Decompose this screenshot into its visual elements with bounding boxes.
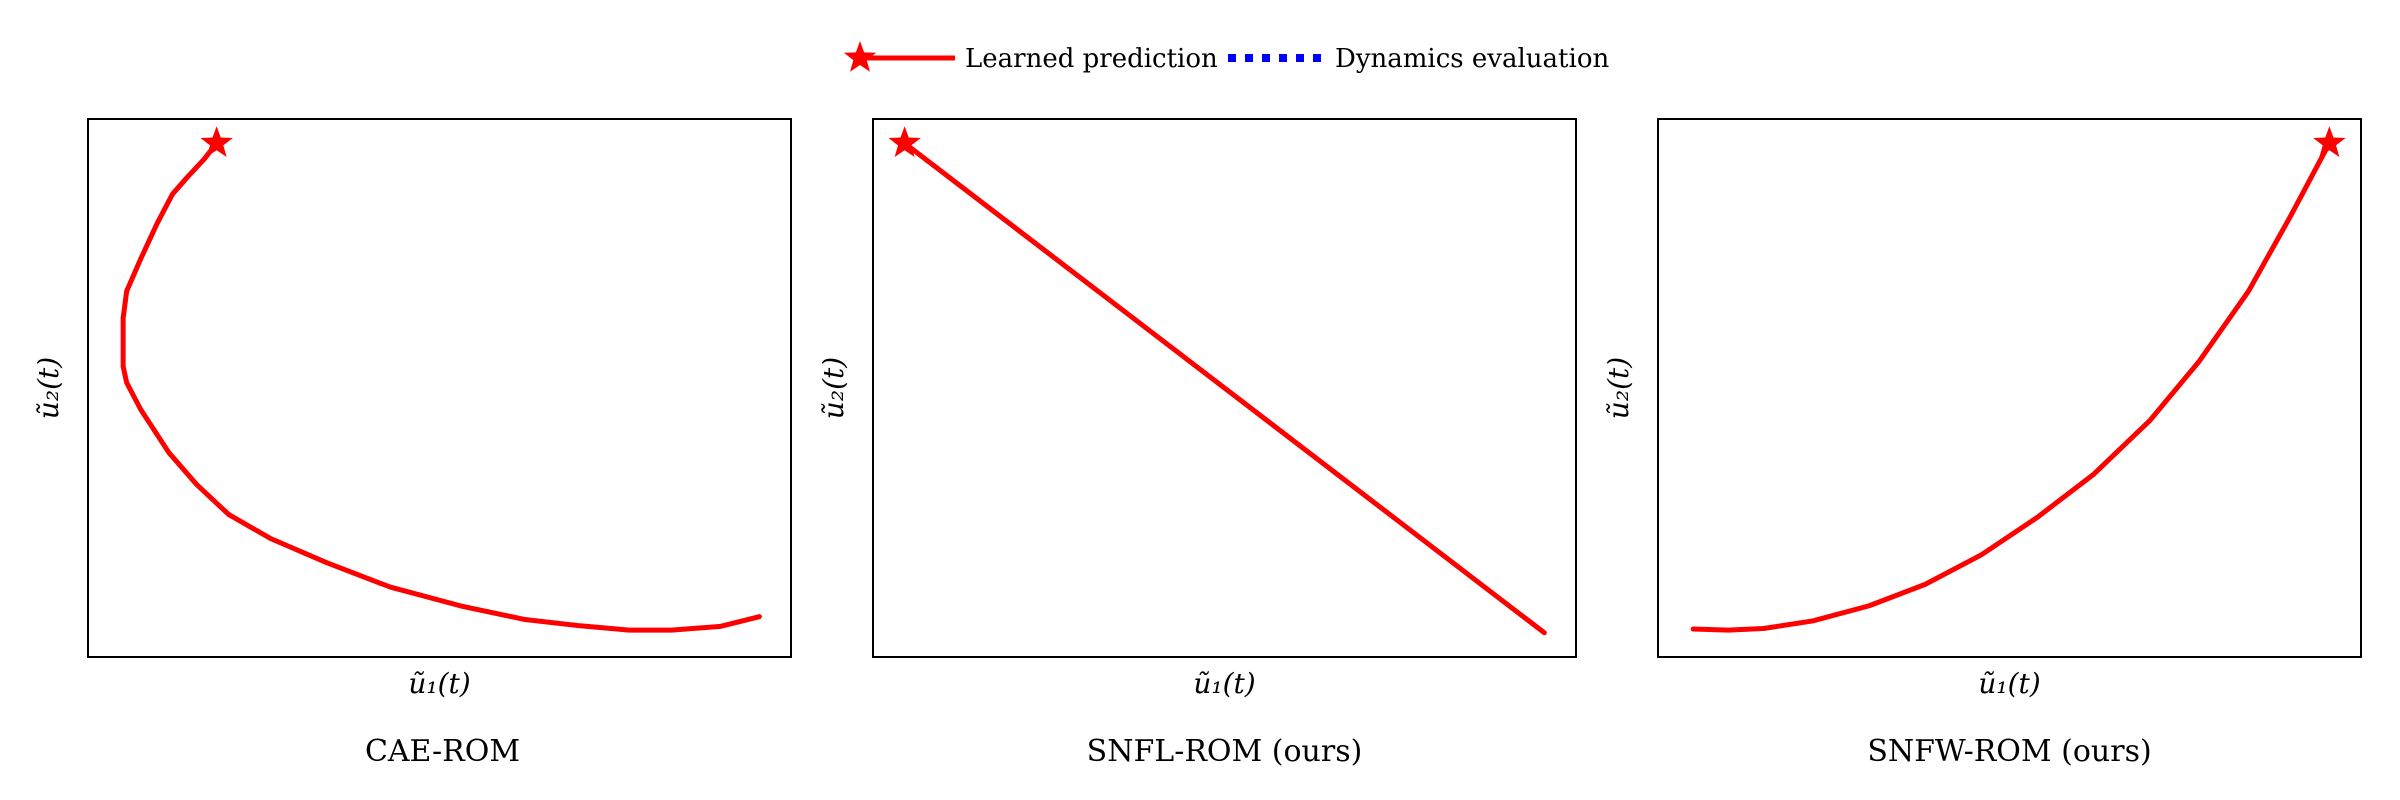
- y-axis-label-snfw-rom: ũ₂(t): [1602, 357, 1635, 419]
- series-line-snfl-rom-0: [902, 140, 1547, 636]
- start-star-marker-snfw-rom: [2313, 126, 2346, 157]
- panel-snfl-rom: ũ₁(t) ũ₂(t): [817, 118, 1577, 700]
- legend-label-dynamics: Dynamics evaluation: [1335, 44, 1609, 74]
- caption-snfl-rom: SNFL-ROM (ours): [1086, 734, 1363, 769]
- panel-cae-rom: ũ₁(t) ũ₂(t): [32, 118, 792, 700]
- start-star-marker-snfl-rom: [888, 126, 921, 157]
- caption-snfw-rom: SNFW-ROM (ours): [1867, 734, 2152, 769]
- plot-frame-snfl-rom: [872, 118, 1577, 658]
- x-axis-label-snfw-rom: ũ₁(t): [1978, 667, 2040, 700]
- plot-frame-snfw-rom: [1657, 118, 2362, 658]
- panel-snfw-rom: ũ₁(t) ũ₂(t): [1602, 118, 2362, 700]
- y-axis-label-snfl-rom: ũ₂(t): [817, 357, 850, 419]
- legend-star-marker: [843, 41, 877, 72]
- x-axis-label-cae-rom: ũ₁(t): [408, 667, 470, 700]
- legend: Learned prediction Dynamics evaluation: [843, 41, 1609, 74]
- legend-label-learned: Learned prediction: [965, 44, 1218, 74]
- x-axis-label-snfl-rom: ũ₁(t): [1193, 667, 1255, 700]
- y-axis-label-cae-rom: ũ₂(t): [32, 357, 65, 419]
- series-line-snfw-rom-0: [1690, 140, 2332, 633]
- plot-frame-cae-rom: [87, 118, 792, 658]
- start-star-marker-cae-rom: [200, 126, 233, 157]
- caption-cae-rom: CAE-ROM: [364, 734, 521, 769]
- series-line-cae-rom-0: [120, 140, 762, 633]
